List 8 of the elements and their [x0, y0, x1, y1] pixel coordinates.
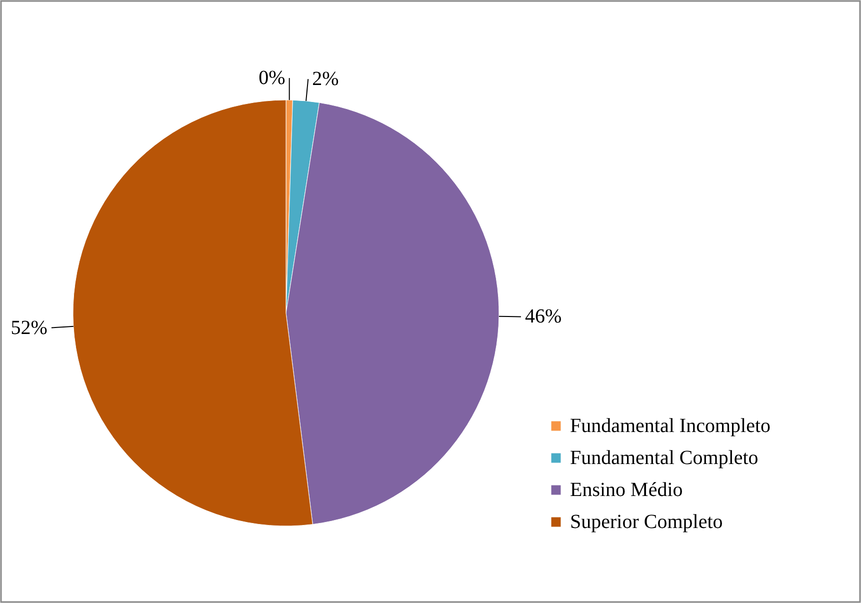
data-label: 2% — [312, 68, 339, 90]
legend-label: Fundamental Incompleto — [570, 415, 771, 437]
data-label: 0% — [258, 67, 286, 90]
data-label: 46% — [524, 306, 562, 328]
data-label: 52% — [10, 316, 48, 339]
legend-label: Superior Completo — [570, 511, 723, 533]
legend-label: Fundamental Completo — [570, 447, 758, 469]
legend-label: Ensino Médio — [570, 479, 683, 501]
